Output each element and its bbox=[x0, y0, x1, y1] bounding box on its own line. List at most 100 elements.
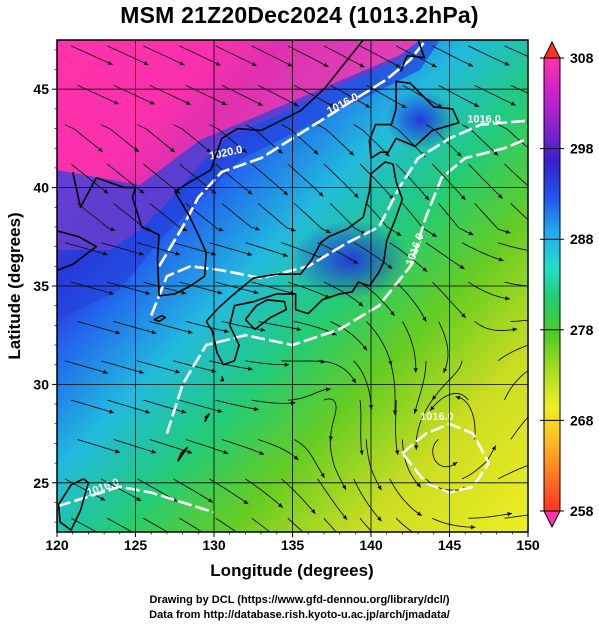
streamline bbox=[474, 202, 511, 234]
streamline-arrow bbox=[416, 482, 421, 488]
streamline-arrow bbox=[432, 395, 437, 401]
streamline-arrow bbox=[217, 290, 223, 295]
colorbar-tick-label: 278 bbox=[570, 322, 594, 338]
streamline-arrow bbox=[107, 60, 113, 65]
streamline bbox=[389, 478, 423, 517]
streamline-arrow bbox=[217, 408, 223, 413]
streamline-arrow bbox=[390, 548, 395, 552]
streamline-arrow bbox=[187, 449, 193, 454]
streamline-arrow bbox=[207, 498, 213, 503]
streamline-arrow bbox=[296, 326, 302, 332]
streamline-arrow bbox=[376, 516, 382, 522]
streamline bbox=[474, 321, 518, 331]
streamline-arrow bbox=[395, 63, 401, 68]
streamline bbox=[281, 478, 316, 514]
streamline-arrow bbox=[139, 189, 145, 194]
streamline bbox=[100, 124, 140, 153]
streamline bbox=[474, 84, 516, 106]
streamline bbox=[215, 163, 253, 195]
streamline-arrow bbox=[175, 189, 181, 194]
streamline bbox=[245, 478, 284, 508]
credit-line-2: Data from http://database.rish.kyoto-u.a… bbox=[149, 609, 450, 621]
streamline-arrow bbox=[251, 61, 257, 66]
streamline bbox=[504, 45, 528, 57]
streamline-arrow bbox=[100, 496, 106, 501]
streamline-arrow bbox=[278, 503, 283, 508]
streamline-arrow bbox=[108, 409, 114, 414]
streamline-arrow bbox=[138, 369, 144, 374]
streamline-arrow bbox=[329, 102, 335, 107]
streamline-arrow bbox=[247, 189, 253, 195]
streamline-arrow bbox=[504, 61, 510, 66]
streamline-arrow bbox=[390, 310, 395, 316]
streamline bbox=[221, 320, 266, 331]
streamline-arrow bbox=[221, 101, 227, 106]
coastline bbox=[205, 161, 404, 366]
streamline-arrow bbox=[218, 227, 224, 232]
streamline-arrow bbox=[535, 461, 540, 465]
streamline-arrow bbox=[443, 368, 448, 374]
streamline bbox=[100, 360, 144, 374]
streamline bbox=[317, 478, 348, 521]
streamline bbox=[173, 124, 212, 153]
streamline-arrow bbox=[459, 264, 465, 270]
streamline bbox=[221, 439, 265, 455]
streamline bbox=[70, 163, 109, 194]
streamline bbox=[497, 124, 528, 149]
streamline-arrow bbox=[290, 227, 296, 232]
x-tick-label: 150 bbox=[516, 537, 540, 553]
streamline bbox=[257, 202, 296, 232]
streamline-arrow bbox=[358, 301, 364, 307]
x-tick-label: 145 bbox=[438, 537, 462, 553]
streamline-arrow bbox=[422, 316, 427, 322]
streamline bbox=[185, 320, 229, 333]
coastline bbox=[220, 376, 225, 382]
streamline bbox=[353, 242, 393, 270]
streamline bbox=[510, 319, 528, 322]
streamline-arrow bbox=[497, 193, 503, 199]
streamline bbox=[330, 320, 368, 351]
streamline bbox=[113, 439, 157, 454]
streamline-arrow bbox=[115, 330, 121, 335]
streamline bbox=[215, 281, 259, 294]
coastline bbox=[400, 40, 426, 72]
streamline bbox=[429, 393, 469, 411]
graticule bbox=[57, 40, 528, 532]
streamline-arrow bbox=[539, 403, 544, 408]
streamline-arrow bbox=[113, 100, 119, 105]
streamline-arrow bbox=[313, 149, 319, 155]
streamline-arrow bbox=[247, 366, 253, 371]
streamline-arrow bbox=[461, 313, 466, 318]
streamline-arrow bbox=[320, 472, 325, 478]
y-tick-label: 35 bbox=[33, 278, 49, 294]
streamline-arrow bbox=[491, 445, 496, 451]
map-title: MSM 21Z20Dec2024 (1013.2hPa) bbox=[120, 2, 479, 28]
y-tick-label: 45 bbox=[33, 81, 49, 97]
streamline bbox=[257, 320, 302, 331]
streamline-arrow bbox=[318, 546, 323, 551]
streamline-arrow bbox=[505, 229, 511, 234]
streamline-arrow bbox=[175, 251, 180, 256]
streamline bbox=[209, 360, 253, 370]
streamline bbox=[281, 124, 319, 155]
streamline bbox=[365, 321, 393, 366]
streamline-arrow bbox=[362, 345, 367, 351]
streamline bbox=[143, 45, 185, 66]
streamline bbox=[287, 388, 331, 401]
streamline-arrow bbox=[293, 455, 299, 460]
streamline-arrow bbox=[473, 102, 479, 107]
streamline-arrow bbox=[215, 61, 221, 66]
streamline-arrow bbox=[460, 195, 466, 201]
streamline-arrow bbox=[260, 327, 266, 332]
streamline-arrow bbox=[185, 100, 191, 105]
streamline-arrow bbox=[422, 267, 428, 272]
streamline bbox=[504, 370, 528, 401]
streamline-arrow bbox=[224, 328, 229, 334]
streamline bbox=[395, 517, 414, 532]
streamline bbox=[209, 242, 253, 256]
streamline-arrow bbox=[342, 514, 348, 520]
streamline-arrow bbox=[396, 231, 402, 236]
streamline-arrow bbox=[179, 61, 185, 66]
streamline bbox=[77, 84, 119, 105]
